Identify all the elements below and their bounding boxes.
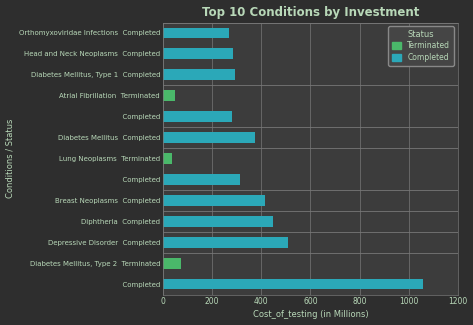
Bar <box>163 237 288 248</box>
Bar <box>163 69 236 80</box>
Bar <box>163 216 273 227</box>
Bar <box>163 28 229 38</box>
Bar <box>163 279 423 290</box>
Bar <box>163 174 240 185</box>
Bar <box>163 195 265 206</box>
X-axis label: Cost_of_testing (in Millions): Cost_of_testing (in Millions) <box>253 310 368 319</box>
Bar <box>163 111 232 122</box>
Y-axis label: Conditions / Status: Conditions / Status <box>6 119 15 198</box>
Bar <box>163 90 175 101</box>
Legend: Terminated, Completed: Terminated, Completed <box>388 26 454 66</box>
Title: Top 10 Conditions by Investment: Top 10 Conditions by Investment <box>201 6 419 19</box>
Bar <box>163 48 233 59</box>
Bar <box>163 132 255 143</box>
Bar <box>163 153 172 164</box>
Bar <box>163 258 181 268</box>
